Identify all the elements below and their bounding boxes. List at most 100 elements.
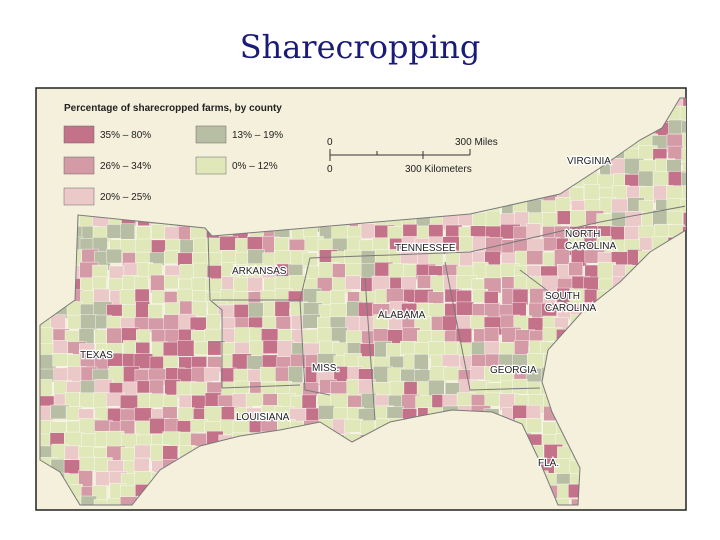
legend-swatch	[63, 156, 95, 175]
county	[119, 394, 140, 409]
county	[330, 289, 346, 305]
county	[666, 210, 683, 226]
county	[245, 392, 264, 407]
county	[679, 105, 686, 123]
county	[193, 341, 210, 356]
county	[134, 444, 151, 459]
scale-label: 300 Kilometers	[405, 164, 472, 175]
county	[332, 263, 348, 279]
state-label: GEORGIA	[490, 365, 537, 376]
county	[682, 98, 686, 114]
county	[682, 185, 686, 201]
county	[526, 250, 544, 265]
county	[681, 120, 686, 139]
county	[483, 327, 500, 344]
county	[177, 340, 195, 357]
legend-label: 35% – 80%	[100, 130, 151, 141]
legend-title: Percentage of sharecropped farms, by cou…	[64, 103, 282, 114]
county	[666, 185, 685, 200]
county	[681, 172, 686, 190]
county	[428, 224, 444, 239]
county	[331, 223, 350, 240]
scale-bar	[329, 149, 471, 161]
state-borders	[39, 97, 685, 506]
county	[458, 236, 474, 253]
county	[134, 288, 150, 303]
legend-label: 20% – 25%	[100, 192, 151, 203]
state-label: MISS.	[312, 363, 339, 374]
county	[133, 457, 150, 474]
state-label: TEXAS	[80, 350, 113, 361]
scale-label: 0	[327, 137, 333, 148]
county	[372, 328, 389, 343]
state-label: ARKANSAS	[232, 266, 287, 277]
county	[428, 251, 444, 266]
state-label: LOUISIANA	[236, 412, 290, 423]
county	[119, 496, 139, 505]
county	[123, 262, 139, 277]
county	[163, 250, 179, 265]
county	[683, 314, 686, 333]
county	[358, 316, 376, 333]
county	[345, 275, 361, 290]
county	[583, 184, 601, 202]
county	[191, 301, 208, 317]
county	[570, 210, 588, 227]
county	[400, 340, 417, 356]
state-label: TENNESSEE	[395, 243, 456, 254]
county	[485, 264, 503, 279]
county	[681, 147, 686, 164]
county	[106, 327, 123, 344]
legend-label: 26% – 34%	[100, 161, 151, 172]
county	[526, 418, 543, 434]
county	[386, 288, 404, 303]
state-label: CAROLINA	[545, 303, 596, 314]
county	[93, 288, 110, 304]
county	[274, 250, 294, 266]
state-label: ALABAMA	[378, 310, 426, 321]
county	[554, 498, 570, 505]
county	[568, 262, 584, 276]
county	[206, 314, 221, 331]
state-label: FLA.	[538, 458, 559, 469]
slide-title: Sharecropping	[240, 28, 481, 66]
scale-label: 300 Miles	[455, 137, 498, 148]
county	[682, 161, 686, 178]
county	[247, 249, 265, 265]
county	[414, 342, 432, 356]
county	[261, 328, 279, 343]
legend-label: 0% – 12%	[232, 161, 278, 172]
county	[79, 456, 97, 471]
county	[682, 132, 686, 151]
county	[680, 198, 686, 218]
county	[456, 301, 474, 316]
legend-swatch	[63, 187, 95, 206]
state-label: CAROLINA	[565, 241, 616, 252]
county	[683, 212, 686, 231]
county	[484, 341, 502, 355]
county	[106, 497, 124, 505]
scale-label: 0	[327, 164, 333, 175]
county	[189, 316, 208, 331]
county	[386, 343, 401, 358]
legend-swatch	[195, 156, 227, 175]
county	[485, 210, 501, 227]
county	[204, 367, 220, 382]
county	[514, 340, 529, 355]
state-label: VIRGINIA	[567, 156, 611, 167]
county	[274, 276, 290, 290]
county	[120, 223, 135, 240]
county	[344, 418, 363, 433]
county	[274, 301, 290, 319]
legend-label: 13% – 19%	[232, 130, 283, 141]
state-label: NORTH	[565, 229, 600, 240]
county	[135, 301, 150, 320]
county	[360, 223, 376, 239]
county	[80, 314, 98, 331]
county	[162, 445, 178, 461]
legend-swatch	[63, 125, 95, 144]
county	[512, 378, 528, 395]
legend-swatch	[195, 125, 227, 144]
state-label: SOUTH	[545, 291, 580, 302]
